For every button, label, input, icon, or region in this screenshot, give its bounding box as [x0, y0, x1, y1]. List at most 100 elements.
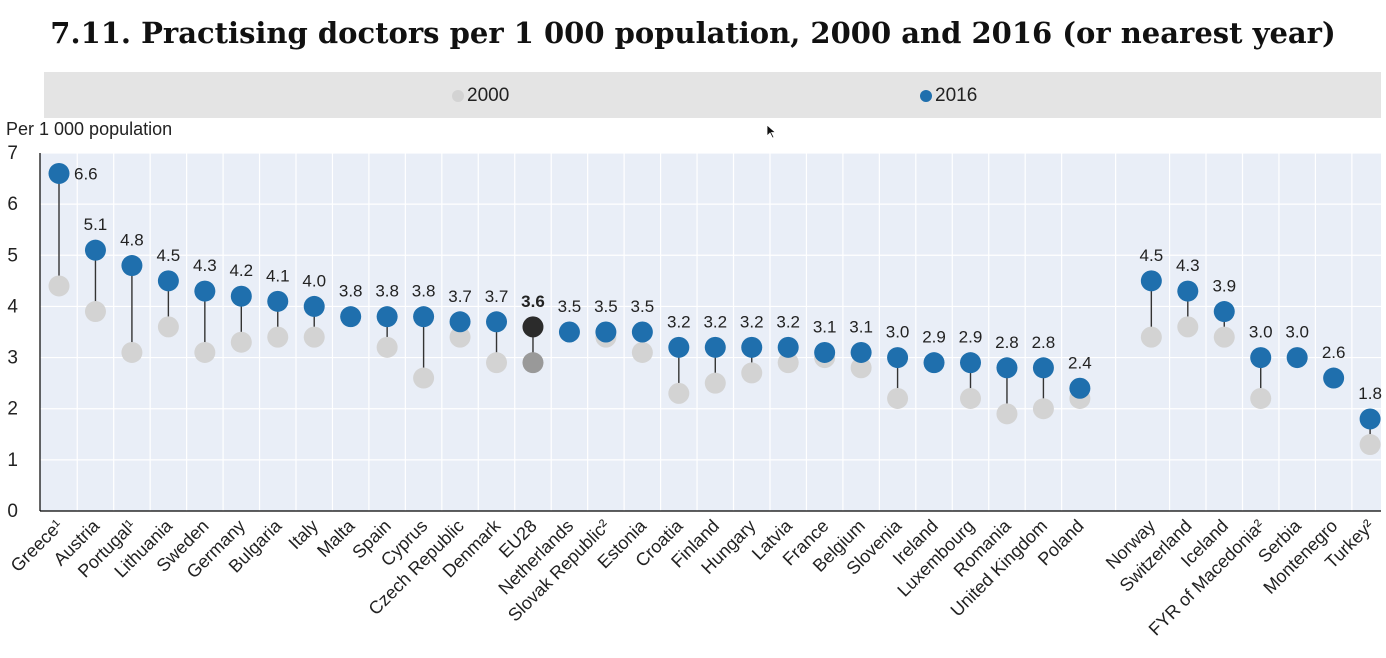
point-2016 — [48, 162, 70, 184]
data-label: 3.7 — [485, 287, 509, 306]
point-2016 — [704, 336, 726, 358]
point-2016 — [522, 316, 544, 338]
data-label: 3.2 — [776, 312, 800, 331]
point-2000 — [741, 362, 763, 384]
data-label: 3.8 — [339, 282, 363, 301]
point-2000 — [1359, 434, 1381, 456]
legend: 2000 2016 — [44, 72, 1381, 118]
point-2016 — [194, 280, 216, 302]
point-2016 — [595, 321, 617, 343]
point-2000 — [1213, 326, 1235, 348]
point-2016 — [413, 306, 435, 328]
point-2000 — [1140, 326, 1162, 348]
data-label: 4.0 — [302, 271, 326, 290]
y-tick-label: 7 — [7, 143, 18, 164]
point-2016 — [1359, 408, 1381, 430]
point-2016 — [1032, 357, 1054, 379]
data-label: 2.8 — [995, 333, 1019, 352]
point-2000 — [413, 367, 435, 389]
point-2016 — [486, 311, 508, 333]
point-2016 — [1140, 270, 1162, 292]
data-label: 3.0 — [886, 323, 910, 342]
data-label: 3.5 — [631, 297, 655, 316]
data-label: 3.2 — [703, 312, 727, 331]
y-axis-label: Per 1 000 population — [6, 119, 173, 139]
data-label: 5.1 — [84, 215, 108, 234]
data-label: 4.5 — [157, 246, 181, 265]
data-label: 3.5 — [558, 297, 582, 316]
point-2000 — [267, 326, 289, 348]
point-2000 — [449, 326, 471, 348]
point-2000 — [522, 352, 544, 374]
point-2016 — [376, 306, 398, 328]
point-2000 — [48, 275, 70, 297]
point-2000 — [157, 316, 179, 338]
point-2000 — [631, 341, 653, 363]
point-2000 — [194, 341, 216, 363]
point-2016 — [1286, 347, 1308, 369]
y-tick-label: 2 — [7, 399, 18, 420]
point-2000 — [486, 352, 508, 374]
y-tick-label: 4 — [7, 296, 18, 317]
point-2000 — [376, 336, 398, 358]
y-tick-label: 1 — [7, 450, 18, 471]
point-2016 — [814, 341, 836, 363]
point-2000 — [668, 382, 690, 404]
point-2000 — [996, 403, 1018, 425]
data-label: 2.8 — [1032, 333, 1056, 352]
point-2000 — [121, 341, 143, 363]
point-2000 — [230, 331, 252, 353]
data-label: 3.0 — [1285, 323, 1309, 342]
data-label: 3.8 — [375, 282, 399, 301]
legend-label-2000: 2000 — [467, 85, 510, 106]
y-tick-label: 6 — [7, 194, 18, 215]
point-2016 — [121, 255, 143, 277]
point-2016 — [449, 311, 471, 333]
chart-title: 7.11. Practising doctors per 1 000 popul… — [50, 16, 1336, 50]
data-label: 2.4 — [1068, 353, 1092, 372]
data-label: 4.5 — [1140, 246, 1164, 265]
point-2016 — [960, 352, 981, 374]
data-label: 3.6 — [521, 292, 545, 311]
legend-dot-2000 — [452, 90, 464, 102]
point-2000 — [850, 357, 872, 379]
legend-label-2016: 2016 — [935, 85, 978, 106]
point-2016 — [303, 295, 325, 317]
point-2016 — [558, 321, 580, 343]
point-2016 — [267, 290, 289, 312]
data-label: 4.2 — [229, 261, 253, 280]
point-2016 — [340, 306, 362, 328]
point-2016 — [741, 336, 763, 358]
data-label: 3.9 — [1212, 277, 1236, 296]
legend-item-2000: 2000 — [452, 85, 509, 107]
data-label: 4.1 — [266, 266, 290, 285]
point-2016 — [1250, 347, 1272, 369]
data-label: 3.8 — [412, 282, 436, 301]
point-2000 — [887, 387, 909, 409]
point-2000 — [1250, 387, 1272, 409]
point-2000 — [84, 301, 106, 323]
data-label: 3.1 — [813, 317, 837, 336]
point-2016 — [157, 270, 179, 292]
point-2016 — [668, 336, 690, 358]
point-2000 — [777, 352, 799, 374]
data-label: 3.2 — [667, 312, 691, 331]
point-2016 — [1323, 367, 1345, 389]
y-tick-label: 5 — [7, 245, 18, 266]
point-2000 — [960, 387, 981, 409]
data-label: 3.1 — [849, 317, 873, 336]
point-2016 — [1069, 377, 1091, 399]
data-label: 3.5 — [594, 297, 618, 316]
legend-dot-2016 — [920, 90, 932, 102]
data-label: 3.7 — [448, 287, 472, 306]
data-label: 4.8 — [120, 231, 144, 250]
point-2000 — [303, 326, 325, 348]
y-tick-label: 3 — [7, 348, 18, 369]
x-tick-label: Malta — [313, 515, 359, 561]
data-label: 2.9 — [959, 328, 983, 347]
point-2016 — [1177, 280, 1199, 302]
data-label: 4.3 — [193, 256, 217, 275]
point-2000 — [1177, 316, 1199, 338]
point-2016 — [777, 336, 799, 358]
